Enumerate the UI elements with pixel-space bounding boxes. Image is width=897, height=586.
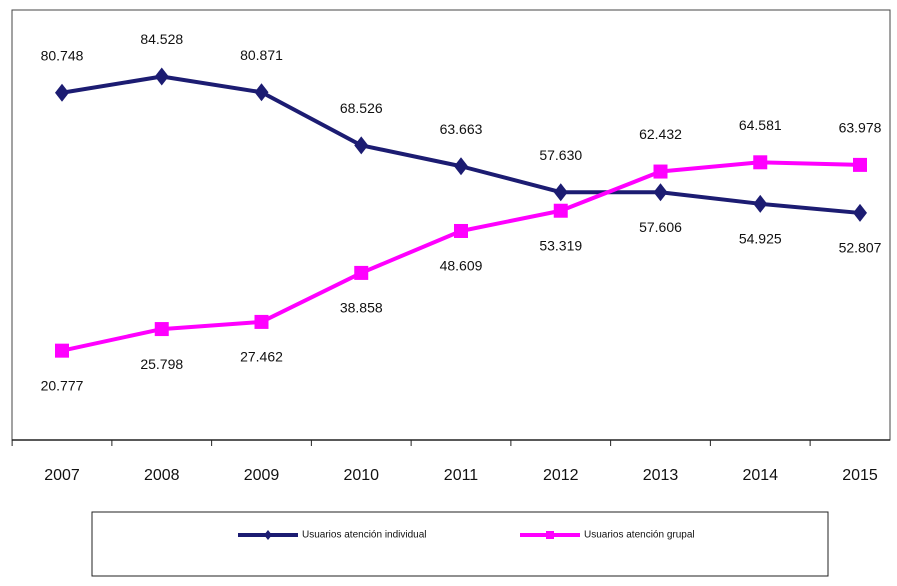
series-line (61, 74, 861, 215)
marker (354, 136, 369, 155)
marker (154, 67, 169, 86)
data-label: 48.609 (440, 258, 483, 274)
x-tick-label: 2012 (543, 467, 579, 484)
series-line (61, 160, 861, 353)
marker (753, 155, 768, 170)
marker (853, 157, 867, 172)
x-tick-label: 2011 (444, 467, 479, 484)
data-label: 64.581 (739, 117, 782, 133)
x-tick-label: 2014 (742, 467, 778, 484)
marker (154, 322, 169, 337)
marker (454, 223, 468, 238)
data-label: 38.858 (340, 300, 383, 316)
x-tick-label: 2015 (842, 467, 878, 484)
marker (653, 164, 668, 179)
data-label: 62.432 (639, 126, 682, 142)
x-tick-label: 2010 (343, 467, 379, 484)
marker (55, 83, 69, 102)
marker (553, 183, 568, 202)
data-label: 53.319 (539, 237, 582, 253)
data-label: 68.526 (340, 100, 383, 116)
legend-marker (546, 531, 554, 539)
marker (653, 183, 668, 202)
x-tick-label: 2013 (643, 467, 679, 484)
marker (553, 203, 568, 218)
data-label: 80.871 (240, 47, 283, 63)
data-label: 80.748 (41, 47, 84, 63)
marker (55, 343, 69, 358)
data-label: 63.978 (839, 120, 882, 136)
legend-marker (264, 530, 272, 540)
legend-label: Usuarios atención individual (302, 530, 427, 541)
marker (853, 203, 867, 222)
marker (354, 265, 369, 280)
marker (753, 194, 768, 213)
data-label: 84.528 (140, 31, 183, 47)
data-label: 27.462 (240, 349, 283, 365)
data-label: 63.663 (440, 121, 483, 137)
marker (454, 157, 468, 176)
legend-label: Usuarios atención grupal (584, 530, 695, 541)
data-label: 25.798 (140, 356, 183, 372)
data-label: 52.807 (839, 240, 882, 256)
data-label: 20.777 (41, 377, 84, 393)
plot-frame (11, 9, 891, 441)
x-tick-label: 2009 (244, 467, 280, 484)
data-label: 57.630 (539, 147, 582, 163)
marker (254, 314, 269, 329)
legend-box (91, 511, 829, 577)
data-label: 57.606 (639, 219, 682, 235)
x-tick-label: 2007 (44, 467, 80, 484)
data-label: 54.925 (739, 231, 782, 247)
x-tick-label: 2008 (144, 467, 180, 484)
marker (254, 83, 269, 102)
